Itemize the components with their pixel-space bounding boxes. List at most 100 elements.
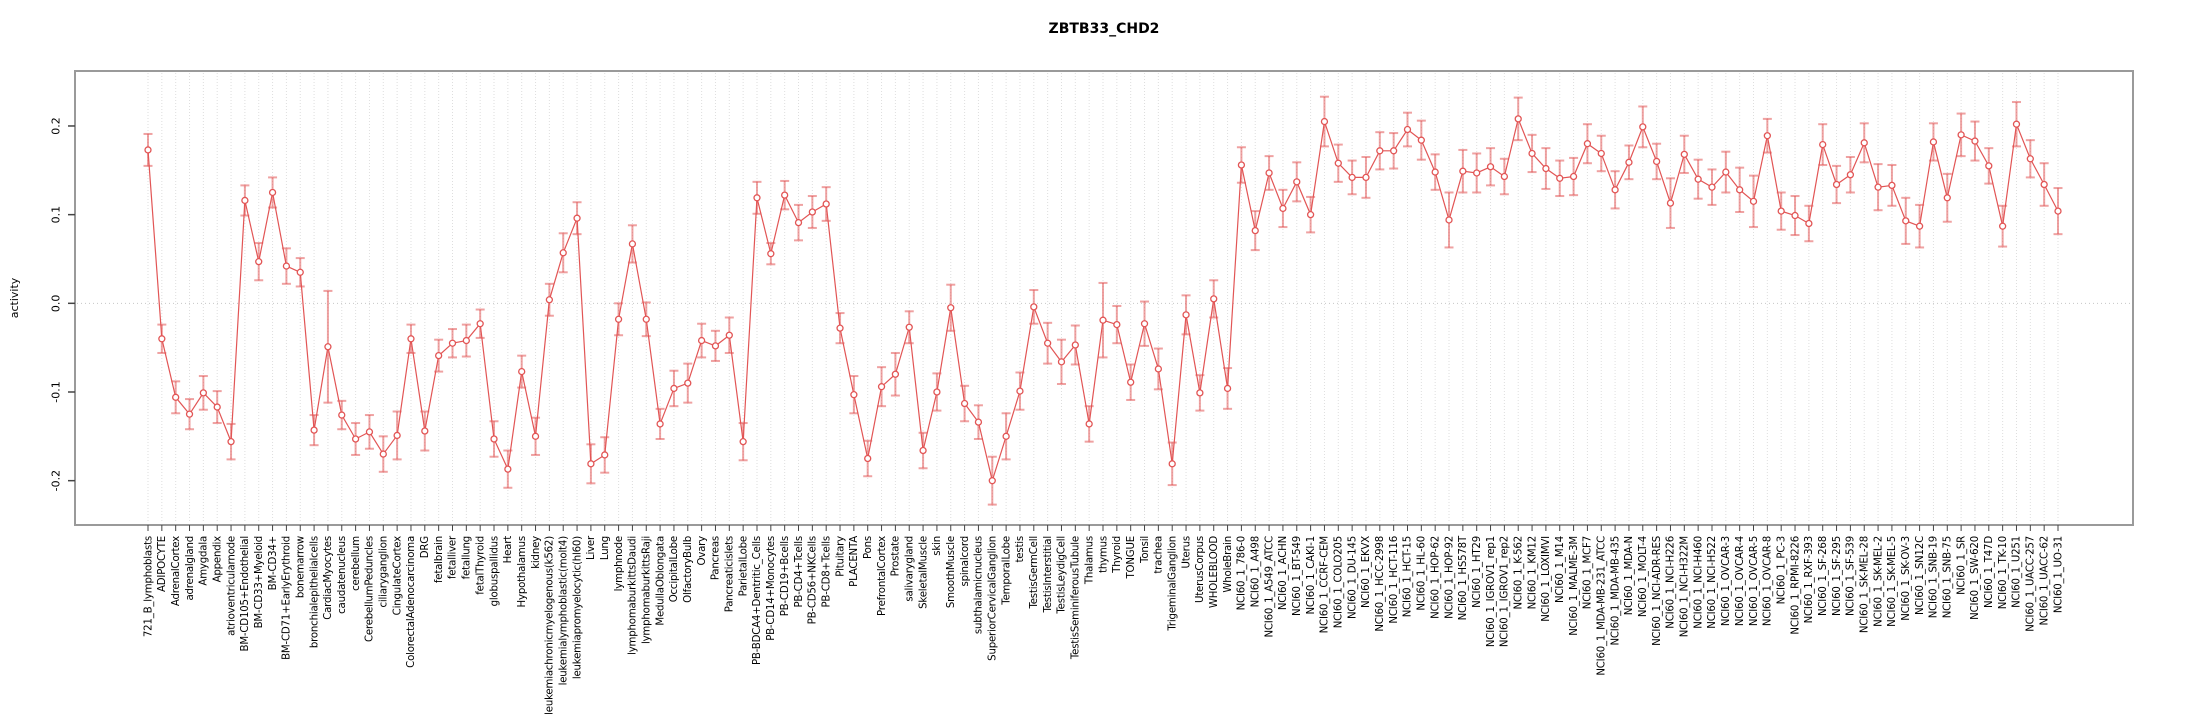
data-point <box>794 218 803 227</box>
data-point <box>296 268 304 276</box>
data-point <box>1736 186 1744 194</box>
data-point <box>518 367 526 376</box>
y-tick-label: -0.2 <box>50 470 63 491</box>
x-tick-label: fetallung <box>462 536 473 579</box>
x-tick-label: NCI60_1_HCT-15 <box>1403 536 1414 617</box>
data-point <box>1985 162 1993 170</box>
data-point <box>1514 115 1522 123</box>
data-point <box>1168 460 1176 468</box>
x-tick-label: NCI60_1_OVCAR-8 <box>1763 536 1774 626</box>
data-point <box>877 383 886 391</box>
data-point <box>891 370 900 378</box>
data-point <box>213 403 221 411</box>
x-tick-label: NCI60_1_NCI-H226 <box>1666 536 1677 629</box>
data-point <box>310 426 318 434</box>
data-point <box>1348 173 1356 182</box>
x-tick-label: NCI60_1_NCI-H322M <box>1680 536 1691 637</box>
data-point <box>504 465 512 473</box>
data-point <box>1279 204 1287 213</box>
x-tick-label: NCI60_1_RXF-393 <box>1804 536 1815 623</box>
data-point <box>462 336 470 345</box>
x-tick-label: NCI60_1_HCT-116 <box>1389 536 1400 624</box>
x-tick-label: OlfactoryBulb <box>683 536 694 603</box>
x-tick-label: NCI60_1_MCF7 <box>1583 536 1594 609</box>
data-point <box>255 257 263 266</box>
x-tick-label: adrenalgland <box>185 536 196 601</box>
data-point <box>1915 222 1924 230</box>
x-tick-label: NCI60_1_NCI-H460 <box>1693 536 1704 629</box>
data-point <box>338 411 346 419</box>
y-tick-label: -0.1 <box>50 381 63 402</box>
data-point <box>2026 155 2034 163</box>
x-tick-label: fetalbrain <box>434 536 445 583</box>
data-point <box>656 420 664 428</box>
x-tick-label: Thyroid <box>1112 536 1123 574</box>
x-tick-label: PB-CD56+NKCells <box>808 536 819 624</box>
x-tick-label: PB-CD8+Tcells <box>821 536 832 608</box>
x-tick-label: leukemiachronicmyelogenous(k562) <box>545 536 556 715</box>
data-point <box>1127 378 1135 386</box>
data-point <box>1390 147 1398 155</box>
y-axis: -0.2 -0.1 0.0 0.1 0.2 <box>50 117 75 491</box>
x-tick-label: leukemiapromyelocytic(hl60) <box>572 536 583 679</box>
x-tick-label: Uterus <box>1181 536 1192 568</box>
x-tick-label: NCI60_1_LOXIMVI <box>1541 536 1552 622</box>
x-tick-label: Liver <box>586 535 597 560</box>
x-tick-label: NCI60_1_IGROV1_rep2 <box>1500 536 1511 647</box>
x-tick-label: PB-BDCA4+Dentritic_Cells <box>752 536 763 665</box>
x-tick-label: NCI60_1_IGROV1_rep1 <box>1486 536 1497 647</box>
data-point <box>1500 172 1509 181</box>
data-point <box>1625 158 1633 166</box>
data-point <box>1846 171 1855 179</box>
data-point <box>670 384 678 393</box>
x-tick-label: NCI60_1_EKVX <box>1361 536 1372 608</box>
data-point <box>642 315 650 323</box>
x-tick-label: NCI60_1_SW-620 <box>1970 536 1981 620</box>
x-tick-label: NCI60_1_SR <box>1956 536 1967 595</box>
x-tick-label: NCI60_1_NCI-H522 <box>1707 536 1718 629</box>
x-tick-label: globuspallidus <box>489 536 500 606</box>
data-point <box>753 194 761 202</box>
x-tick-label: NCI60_1_OVCAR-5 <box>1749 536 1760 626</box>
data-point <box>1998 222 2007 230</box>
data-point <box>1902 217 1910 225</box>
data-point <box>697 336 706 345</box>
data-point <box>1320 117 1329 126</box>
x-tick-label: NCI60_1_HS578T <box>1458 535 1469 620</box>
data-point <box>1043 339 1052 347</box>
x-tick-label: NCI60_1_ACHN <box>1278 536 1289 610</box>
x-tick-label: Pancreas <box>711 536 722 580</box>
x-tick-label: SuperiorCervicalGanglion <box>988 536 999 661</box>
x-tick-label: TrigeminalGanglion <box>1167 536 1178 632</box>
data-point <box>1652 157 1661 166</box>
data-point <box>1265 169 1273 177</box>
data-point <box>1749 197 1758 205</box>
data-point <box>1860 139 1868 147</box>
x-tick-label: fetalThyroid <box>475 536 486 595</box>
x-tick-label: Appendix <box>212 536 223 583</box>
data-point <box>1888 181 1896 190</box>
x-tick-label: NCI60_1_SK-OV-3 <box>1901 536 1912 621</box>
data-point <box>1542 164 1550 173</box>
data-point <box>365 428 374 436</box>
data-point <box>1182 311 1190 319</box>
data-point <box>1569 172 1578 181</box>
gridlines <box>147 73 2059 523</box>
x-tick-label: AdrenalCortex <box>171 536 182 606</box>
data-point <box>1943 194 1951 202</box>
x-tick-label: NCI60_1_MOLT-4 <box>1638 536 1649 617</box>
x-tick-label: BM-CD71+EarlyErythroid <box>282 536 293 660</box>
data-point <box>947 304 955 312</box>
x-tick-label: skin <box>932 536 943 556</box>
x-tick-label: lymphomaburkittsDaudi <box>628 536 639 655</box>
x-tick-label: Lung <box>600 536 611 560</box>
data-point <box>1293 178 1301 186</box>
data-point <box>1030 303 1038 311</box>
data-point <box>393 431 401 440</box>
data-point <box>614 315 623 323</box>
x-tick-label: PLACENTA <box>849 536 860 587</box>
data-point <box>324 343 332 351</box>
data-point <box>1237 161 1246 169</box>
data-point <box>628 240 637 248</box>
